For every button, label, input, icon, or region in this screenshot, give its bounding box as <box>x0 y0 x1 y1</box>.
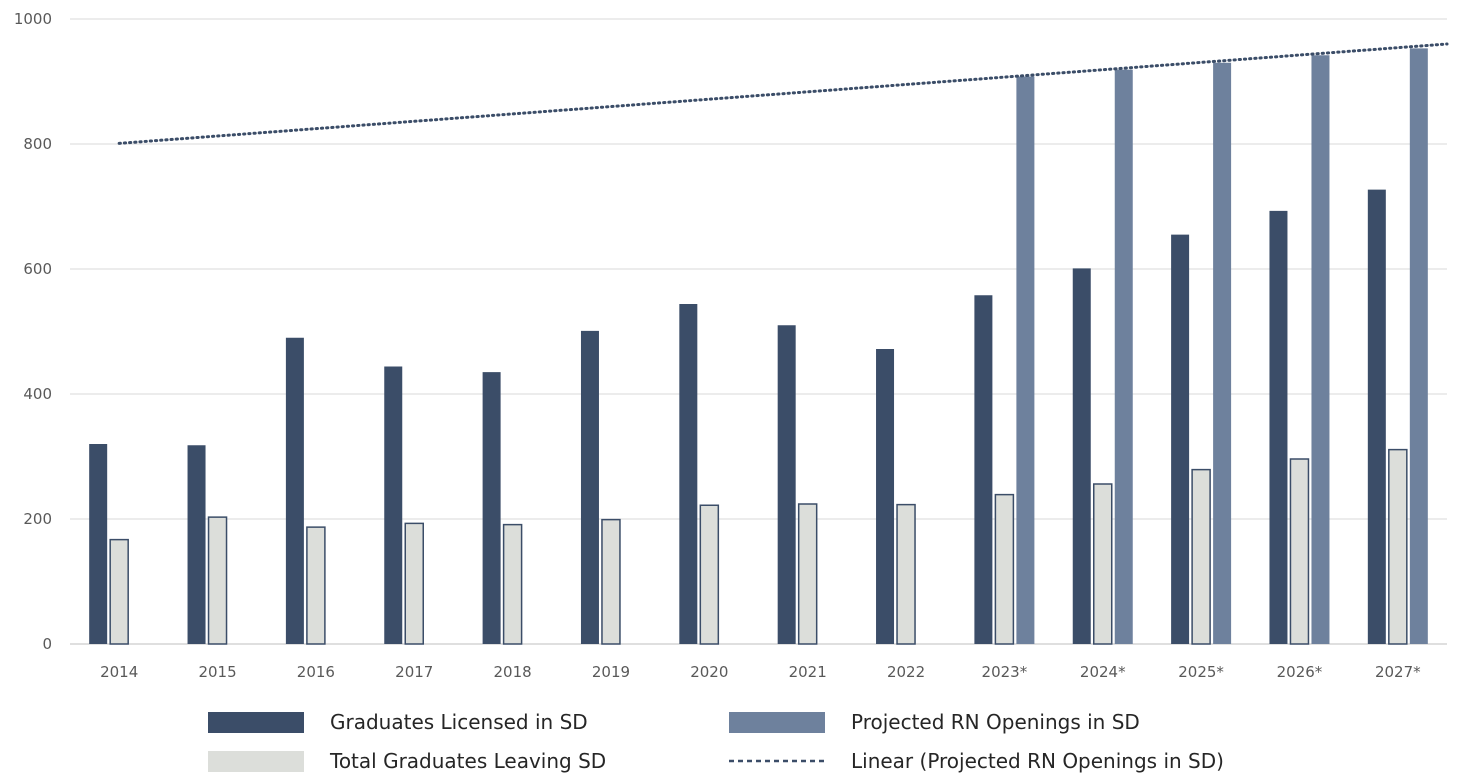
legend: Graduates Licensed in SD Projected RN Ope… <box>208 710 1224 773</box>
legend-label: Projected RN Openings in SD <box>851 710 1140 734</box>
bar-projected-rn-openings-in-sd <box>1311 55 1330 644</box>
x-tick-label: 2027* <box>1375 663 1421 681</box>
legend-label: Total Graduates Leaving SD <box>329 749 606 773</box>
x-tick-label: 2021 <box>789 663 827 681</box>
x-tick-label: 2024* <box>1080 663 1126 681</box>
gridlines <box>70 18 1447 645</box>
y-tick-label: 600 <box>23 260 52 278</box>
bar-projected-rn-openings-in-sd <box>1409 48 1428 644</box>
bar-total-graduates-leaving-sd <box>404 522 424 645</box>
x-tick-label: 2015 <box>198 663 236 681</box>
x-tick-label: 2026* <box>1277 663 1323 681</box>
bar-total-graduates-leaving-sd <box>1191 468 1211 645</box>
bar-total-graduates-leaving-sd <box>994 493 1015 645</box>
x-tick-label: 2022 <box>887 663 925 681</box>
legend-label: Linear (Projected RN Openings in SD) <box>851 749 1224 773</box>
y-axis: 0 200 400 600 800 1000 <box>14 10 52 653</box>
bar-total-graduates-leaving-sd <box>896 503 916 645</box>
bar-graduates-licensed-in-sd <box>482 372 501 644</box>
bar-projected-rn-openings-in-sd <box>1114 69 1133 644</box>
bar-graduates-licensed-in-sd <box>1367 189 1386 644</box>
x-tick-label: 2017 <box>395 663 433 681</box>
x-tick-label: 2018 <box>494 663 532 681</box>
y-tick-label: 0 <box>42 635 52 653</box>
x-tick-label: 2025* <box>1178 663 1224 681</box>
x-tick-label: 2020 <box>690 663 728 681</box>
bar-graduates-licensed-in-sd <box>285 337 304 644</box>
y-tick-label: 1000 <box>14 10 52 28</box>
bar-total-graduates-leaving-sd <box>797 503 818 645</box>
bar-total-graduates-leaving-sd <box>1093 483 1113 645</box>
bar-graduates-licensed-in-sd <box>580 330 599 644</box>
bar-graduates-licensed-in-sd <box>777 325 796 644</box>
bar-total-graduates-leaving-sd <box>207 516 228 645</box>
bar-projected-rn-openings-in-sd <box>1213 62 1232 644</box>
bar-total-graduates-leaving-sd <box>1388 448 1408 645</box>
y-tick-label: 800 <box>23 135 52 153</box>
bar-graduates-licensed-in-sd <box>1269 210 1288 644</box>
bar-graduates-licensed-in-sd <box>1072 268 1091 644</box>
x-axis: 2014 2015 2016 2017 2018 2019 2020 2021 2022 2023… <box>100 663 1421 681</box>
y-tick-label: 400 <box>23 385 52 403</box>
bar-total-graduates-leaving-sd <box>1289 458 1310 645</box>
trendline <box>117 42 1449 145</box>
bar-graduates-licensed-in-sd <box>876 349 895 644</box>
bar-total-graduates-leaving-sd <box>601 518 621 645</box>
bar-graduates-licensed-in-sd <box>679 304 698 644</box>
bar-projected-rn-openings-in-sd <box>1016 76 1035 644</box>
x-tick-label: 2016 <box>297 663 335 681</box>
legend-swatch <box>208 712 304 733</box>
bar-graduates-licensed-in-sd <box>89 444 108 644</box>
bars <box>89 48 1428 645</box>
bar-total-graduates-leaving-sd <box>109 538 129 645</box>
legend-swatch <box>208 751 304 772</box>
bar-graduates-licensed-in-sd <box>1171 234 1190 644</box>
legend-label: Graduates Licensed in SD <box>330 710 588 734</box>
bar-total-graduates-leaving-sd <box>306 526 326 645</box>
legend-swatch <box>729 712 825 733</box>
bar-graduates-licensed-in-sd <box>187 445 206 644</box>
x-tick-label: 2014 <box>100 663 138 681</box>
bar-total-graduates-leaving-sd <box>699 504 720 645</box>
bar-graduates-licensed-in-sd <box>974 295 993 644</box>
x-tick-label: 2019 <box>592 663 630 681</box>
y-tick-label: 200 <box>23 510 52 528</box>
x-tick-label: 2023* <box>982 663 1028 681</box>
bar-total-graduates-leaving-sd <box>502 523 523 645</box>
bar-graduates-licensed-in-sd <box>384 366 403 644</box>
